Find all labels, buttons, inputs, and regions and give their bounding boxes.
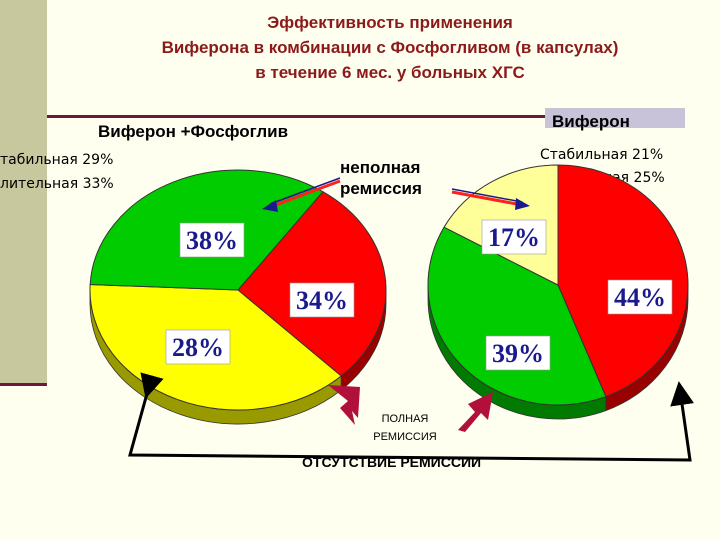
- pie-1-label-box: [179, 222, 245, 258]
- pie-1-value-label: 34%: [296, 286, 348, 315]
- heading-highlight: [545, 108, 685, 128]
- pie-2-value-label: 39%: [492, 339, 544, 368]
- left-pie-heading: Виферон +Фосфоглив: [98, 122, 289, 141]
- no-remission-connector: [128, 372, 695, 462]
- sidebar-divider: [0, 383, 47, 386]
- pie-2-value-label: 44%: [614, 283, 666, 312]
- full-remission-line-1: ПОЛНАЯ: [381, 413, 429, 425]
- title-line-1: Эффективность применения: [267, 13, 513, 32]
- pie-2-label-box: [485, 335, 551, 371]
- partial-remission-label: неполная ремиссия: [340, 158, 422, 198]
- pie-1-label-box: [289, 282, 355, 318]
- right-pie-heading: Виферон: [552, 112, 630, 131]
- title-line-2: Виферона в комбинации с Фосфогливом (в к…: [161, 38, 619, 57]
- pie-2-label-box: [481, 219, 547, 255]
- title-line-3: в течение 6 мес. у больных ХГС: [255, 63, 525, 82]
- left-long-label: лительная 33%: [0, 176, 114, 192]
- pie-2-value-label: 17%: [488, 223, 540, 252]
- page-title: Эффективность применения Виферона в комб…: [60, 10, 720, 85]
- pie-2-label-box: [607, 279, 673, 315]
- header-divider: [47, 115, 573, 118]
- full-remission-label: ПОЛНАЯ РЕМИССИЯ: [350, 410, 460, 446]
- partial-remission-arrows: [262, 177, 530, 212]
- decorative-sidebar: [0, 0, 47, 384]
- pie-1-label-box: [165, 329, 231, 365]
- left-stable-label: табильная 29%: [0, 152, 114, 168]
- right-stable-label: Стабильная 21%: [540, 147, 664, 163]
- full-remission-line-2: РЕМИССИЯ: [373, 431, 437, 443]
- full-remission-arrows: [328, 385, 493, 432]
- pie-1-value-label: 28%: [172, 333, 224, 362]
- pie-1-value-label: 38%: [186, 226, 238, 255]
